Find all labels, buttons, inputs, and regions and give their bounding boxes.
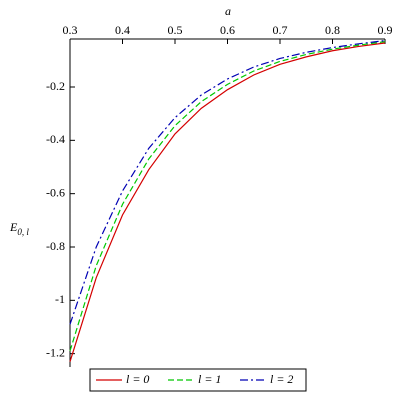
y-tick-label: -0.8 xyxy=(46,239,65,253)
legend-label: l = 2 xyxy=(270,372,293,386)
x-tick-label: 0.9 xyxy=(378,23,393,37)
series-line xyxy=(69,42,386,362)
y-axis-label-base: E xyxy=(9,220,18,234)
legend-label: l = 1 xyxy=(198,372,221,386)
y-tick-label: -0.2 xyxy=(46,79,65,93)
y-tick-label: -0.6 xyxy=(46,185,65,199)
series-line xyxy=(69,41,386,352)
legend-box xyxy=(89,368,307,392)
x-tick-label: 0.8 xyxy=(325,23,340,37)
y-tick-label: -0.4 xyxy=(46,132,65,146)
x-tick-label: 0.5 xyxy=(168,23,183,37)
y-axis-label: E0, l xyxy=(9,220,29,237)
x-tick-label: 0.3 xyxy=(63,23,78,37)
x-tick-label: 0.4 xyxy=(115,23,130,37)
x-tick-label: 0.7 xyxy=(273,23,288,37)
legend-label: l = 0 xyxy=(126,372,149,386)
series-line xyxy=(69,40,386,325)
y-tick-label: -1 xyxy=(55,292,65,306)
x-tick-label: 0.6 xyxy=(220,23,235,37)
y-axis-label-subscript: 0, l xyxy=(17,227,29,237)
x-axis-label: a xyxy=(225,4,231,18)
y-tick-label: -1.2 xyxy=(46,345,65,359)
